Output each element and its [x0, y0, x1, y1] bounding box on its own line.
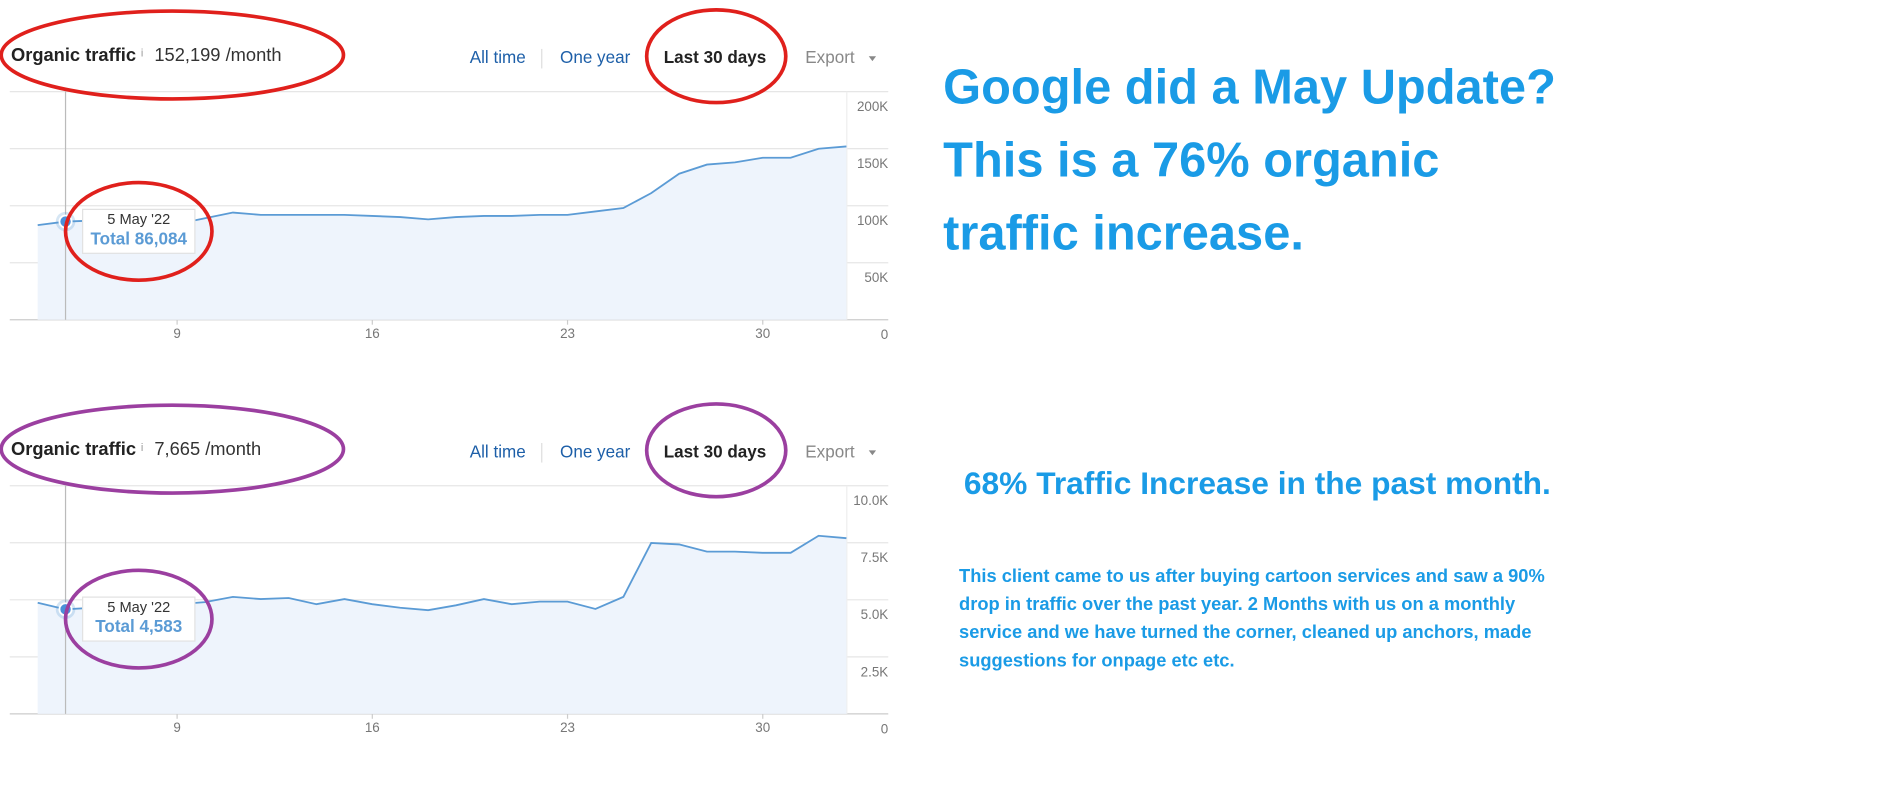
tooltip-value: Total 4,583 [95, 617, 182, 636]
export-menu[interactable]: Export [805, 48, 855, 67]
tooltip-date: 5 May '22 [107, 600, 170, 616]
area [37, 146, 847, 320]
y-tick-label: 0 [881, 721, 888, 736]
x-tick-label: 16 [365, 720, 380, 735]
y-tick-label: 200K [857, 99, 888, 114]
range-button[interactable]: One year [560, 48, 631, 67]
dropdown-arrow [868, 450, 877, 456]
headline: traffic increase. [943, 207, 1304, 261]
y-tick-label: 50K [864, 270, 888, 285]
x-tick-label: 23 [560, 326, 575, 341]
info-icon: i [141, 48, 143, 60]
tooltip-value: Total 86,084 [90, 229, 187, 248]
x-tick-label: 23 [560, 720, 575, 735]
annotation-ring [63, 180, 214, 282]
export-menu[interactable]: Export [805, 442, 855, 461]
x-tick-label: 30 [755, 326, 770, 341]
range-button[interactable]: All time [470, 442, 526, 461]
y-tick-label: 150K [857, 156, 888, 171]
annotation-ring [0, 9, 346, 101]
tooltip-box [82, 208, 196, 254]
annotation-ring [644, 8, 788, 105]
range-button[interactable]: All time [470, 48, 526, 67]
range-button[interactable]: Last 30 days [664, 48, 767, 67]
tooltip-box [82, 596, 196, 642]
annotations [0, 8, 788, 670]
x-tick-label: 30 [755, 720, 770, 735]
chart-subtitle: 7,665 /month [154, 438, 261, 459]
area [37, 535, 847, 714]
y-tick-label: 100K [857, 213, 888, 228]
y-tick-label: 10.0K [853, 493, 888, 508]
tooltip-date: 5 May '22 [107, 212, 170, 228]
x-tick-label: 9 [173, 720, 180, 735]
annotation-ring [63, 568, 214, 670]
info-icon: i [141, 442, 143, 454]
y-tick-label: 5.0K [861, 607, 889, 622]
headline: This is a 76% organic [943, 134, 1439, 188]
annotation-ring [0, 403, 346, 495]
chart-subtitle: 152,199 /month [154, 44, 281, 65]
body-text: service and we have turned the corner, c… [959, 621, 1532, 642]
range-button[interactable]: Last 30 days [664, 442, 767, 461]
dropdown-arrow [868, 56, 877, 62]
chart-title: Organic traffic [11, 438, 136, 459]
body-text: drop in traffic over the past year. 2 Mo… [959, 593, 1516, 614]
headline: Google did a May Update? [943, 60, 1556, 114]
subheading: 68% Traffic Increase in the past month. [964, 465, 1551, 501]
x-tick-label: 9 [173, 326, 180, 341]
chart-title: Organic traffic [11, 44, 136, 65]
x-tick-label: 16 [365, 326, 380, 341]
y-tick-label: 7.5K [861, 550, 889, 565]
y-tick-label: 2.5K [861, 664, 889, 679]
annotation-ring [644, 402, 788, 499]
body-text: suggestions for onpage etc etc. [959, 649, 1235, 670]
y-tick-label: 0 [881, 327, 888, 342]
body-text: This client came to us after buying cart… [959, 565, 1545, 586]
range-button[interactable]: One year [560, 442, 631, 461]
